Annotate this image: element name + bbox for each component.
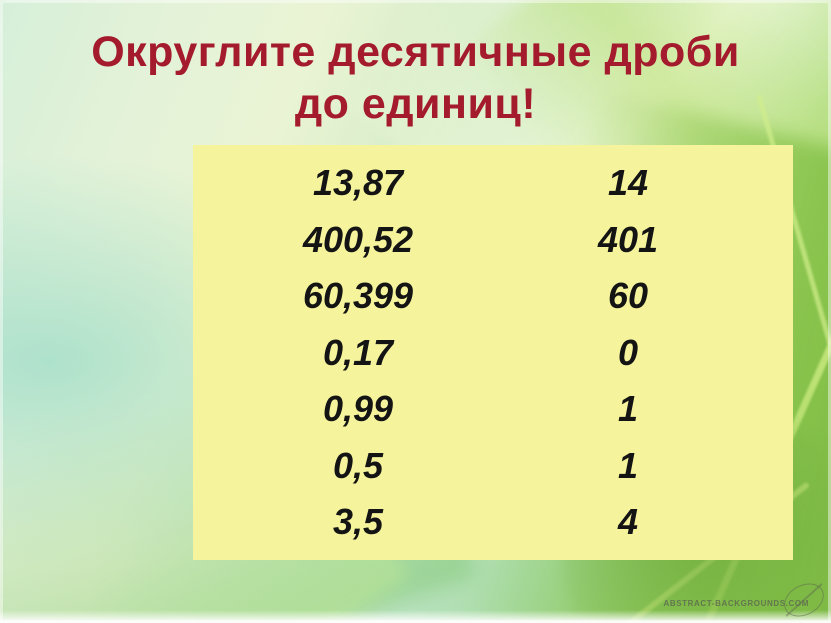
background-bottom-fade <box>0 610 831 623</box>
decimal-value: 3,5 <box>332 500 384 542</box>
exercise-row: 13,87 14 <box>193 163 793 203</box>
watermark-text: ABSTRACT-BACKGROUNDS.COM <box>663 599 809 608</box>
rounded-value: 1 <box>617 444 639 486</box>
rounded-value: 0 <box>617 331 639 373</box>
slide-title: Округлите десятичные дроби до единиц! <box>0 26 831 131</box>
decimal-value: 0,5 <box>332 444 384 486</box>
decimal-value: 0,99 <box>322 388 394 430</box>
slide-title-line1: Округлите десятичные дроби <box>91 28 740 76</box>
rounded-value: 4 <box>617 500 639 542</box>
decimal-value: 13,87 <box>312 162 404 204</box>
rounded-value: 1 <box>617 388 639 430</box>
exercise-row: 0,5 1 <box>193 444 793 486</box>
exercise-row: 0,17 0 <box>193 333 793 373</box>
decimal-value: 400,52 <box>302 218 414 260</box>
decimal-value: 60,399 <box>302 275 414 317</box>
rounded-value: 14 <box>607 162 649 204</box>
slide-title-line2: до единиц! <box>294 80 537 129</box>
exercise-row: 60,399 60 <box>193 276 793 316</box>
exercise-row: 0,99 1 <box>193 389 793 429</box>
decimal-value: 0,17 <box>322 331 394 373</box>
exercise-row: 400,52 401 <box>193 220 793 260</box>
exercise-row: 3,5 4 <box>193 502 793 542</box>
rounded-value: 60 <box>607 275 649 317</box>
rounded-value: 401 <box>597 218 659 260</box>
exercise-panel: 13,87 14 400,52 401 60,399 60 0,17 0 0,9… <box>193 145 793 560</box>
